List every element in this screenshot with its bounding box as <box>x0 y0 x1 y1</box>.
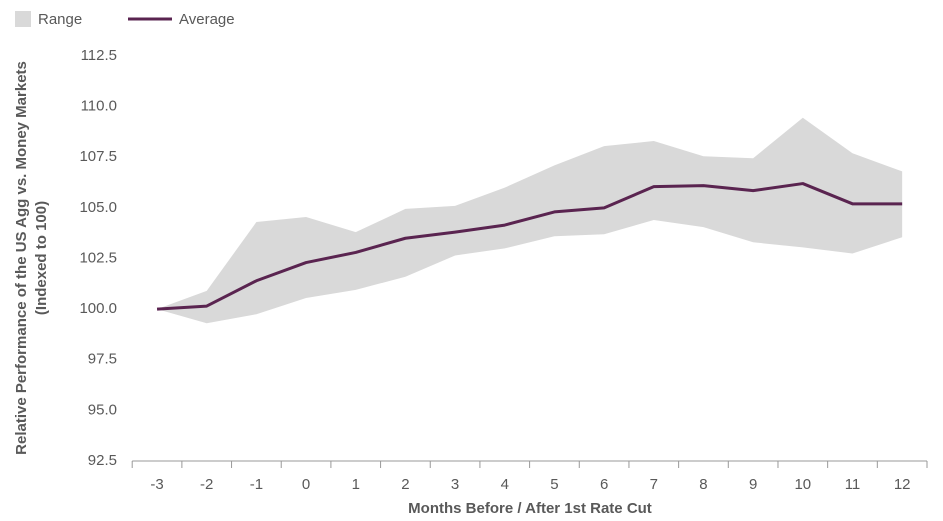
x-tick-label: 9 <box>749 476 757 493</box>
x-tick-label: 12 <box>894 476 911 493</box>
y-tick-label: 92.5 <box>88 452 117 469</box>
x-tick-label: 3 <box>451 476 459 493</box>
x-tick-label: 1 <box>352 476 360 493</box>
x-tick-label: 4 <box>501 476 509 493</box>
y-axis-title: Relative Performance of the US Agg vs. M… <box>13 61 30 455</box>
legend-label: Range <box>38 11 82 28</box>
legend-swatch <box>15 11 31 27</box>
y-axis-title: (Indexed to 100) <box>33 201 50 315</box>
x-tick-label: 11 <box>845 476 861 493</box>
range-area <box>157 117 903 324</box>
x-tick-label: -1 <box>250 476 263 493</box>
y-tick-label: 97.5 <box>88 351 117 368</box>
y-tick-label: 95.0 <box>88 401 117 418</box>
y-tick-label: 100.0 <box>79 300 117 317</box>
y-tick-label: 107.5 <box>79 148 117 165</box>
y-tick-label: 110.0 <box>81 98 117 115</box>
x-tick-label: 10 <box>794 476 811 493</box>
x-tick-label: 8 <box>699 476 707 493</box>
average-line <box>156 182 903 311</box>
y-tick-label: 105.0 <box>79 199 117 216</box>
x-tick-label: 7 <box>650 476 658 493</box>
x-tick-label: -2 <box>200 476 213 493</box>
legend-label: Average <box>179 11 235 28</box>
x-tick-label: 6 <box>600 476 608 493</box>
x-tick-label: 2 <box>401 476 409 493</box>
x-tick-label: 5 <box>550 476 558 493</box>
x-axis-title: Months Before / After 1st Rate Cut <box>408 500 652 517</box>
x-tick-label: 0 <box>302 476 310 493</box>
x-tick-label: -3 <box>150 476 163 493</box>
y-tick-label: 102.5 <box>79 249 117 266</box>
y-tick-label: 112.5 <box>81 47 117 64</box>
